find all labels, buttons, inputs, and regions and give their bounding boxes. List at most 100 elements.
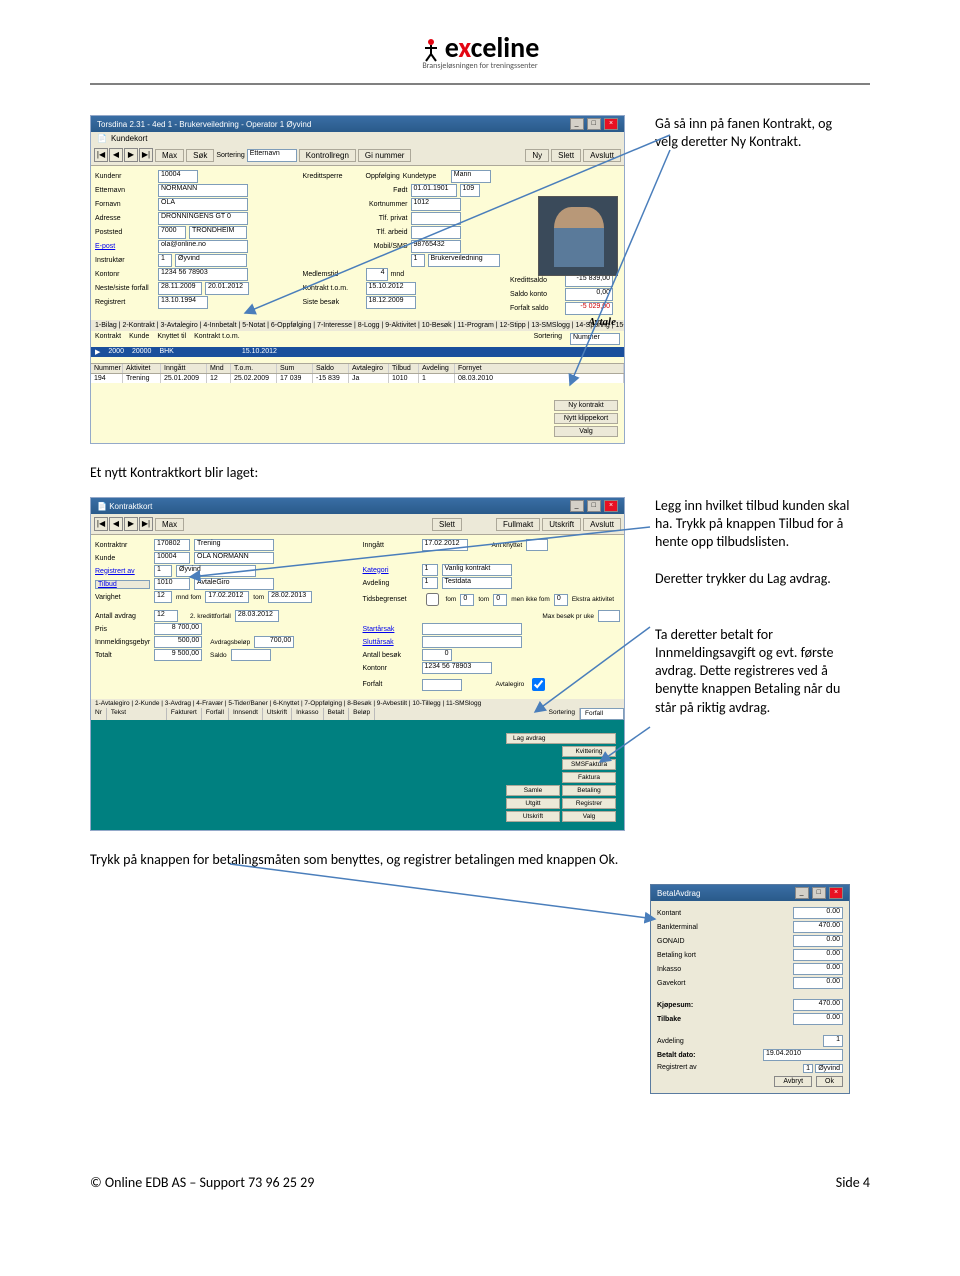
kategori-txt[interactable]: Vanlig kontrakt [442,564,512,576]
valg-button-2[interactable]: Valg [562,811,616,822]
slett-button-2[interactable]: Slett [432,518,462,531]
tabs-row[interactable]: 1-Bilag | 2-Kontrakt | 3-Avtalegiro | 4-… [91,320,624,331]
startarsak-lbl[interactable]: Startårsak [363,626,418,633]
max-button-2[interactable]: Max [155,518,184,531]
kontonr-field[interactable]: 1234 56 78903 [158,268,248,281]
betalingkort-field[interactable]: 0.00 [793,949,843,961]
maximize-icon[interactable]: □ [587,118,601,130]
neste2-field[interactable]: 20.01.2012 [205,282,249,295]
kvittering-button[interactable]: Kvittering [562,746,616,757]
kontant-field[interactable]: 0.00 [793,907,843,919]
poststed-nr-field[interactable]: 7000 [158,226,186,239]
betalt-dato-field[interactable]: 19.04.2010 [763,1049,843,1061]
sluttarsak-lbl[interactable]: Sluttårsak [363,639,418,646]
tom-field[interactable]: 28.02.2013 [268,591,312,603]
nav-first-icon[interactable]: |◀ [94,148,108,162]
epost-field[interactable]: ola@online.no [158,240,248,253]
betalingkort-lbl[interactable]: Betaling kort [657,952,696,959]
instruktor-nr[interactable]: 1 [158,254,172,267]
tom2-field[interactable]: 0 [493,594,507,606]
pris-field[interactable]: 8 700,00 [154,623,202,635]
fom2-field[interactable]: 0 [460,594,474,606]
epost-label[interactable]: E-post [95,243,155,250]
kategori-lbl[interactable]: Kategori [363,567,418,574]
avbryt-button[interactable]: Avbryt [774,1076,812,1087]
bankterminal-lbl[interactable]: Bankterminal [657,924,698,931]
k-sortering-field[interactable]: Forfall [580,708,624,720]
betaling-button[interactable]: Betaling [562,785,616,796]
reg-av-nr[interactable]: 1 [154,565,172,577]
tilbud-nr[interactable]: 1010 [154,578,190,590]
brukerveil-field[interactable]: Brukerveiledning [428,254,500,267]
gavekort-field[interactable]: 0.00 [793,977,843,989]
nav-next-icon[interactable]: ▶ [124,517,138,531]
reg-av-navn[interactable]: Øyvind [176,565,256,577]
nav-last-icon[interactable]: ▶| [139,517,153,531]
tilbud-button[interactable]: Tilbud [95,580,150,589]
utgitt-button[interactable]: Utgitt [506,798,560,809]
close-icon[interactable]: × [604,500,618,512]
kundenr-field[interactable]: 10004 [158,170,198,183]
inkasso-lbl[interactable]: Inkasso [657,966,681,973]
kontrollregn-button[interactable]: Kontrollregn [299,149,356,162]
avtalegiro-check[interactable] [532,678,545,691]
registrer-button[interactable]: Registrer [562,798,616,809]
avdeling-nr[interactable]: 1 [422,577,438,589]
innmeld-field[interactable]: 500,00 [154,636,202,648]
fom-field[interactable]: 17.02.2012 [205,591,249,603]
sortering-field[interactable]: Etternavn [247,149,297,162]
inkasso-field[interactable]: 0.00 [793,963,843,975]
avslutt-button[interactable]: Avslutt [583,149,621,162]
max-besok-field[interactable] [598,610,620,622]
dlg-regav-navn[interactable]: Øyvind [815,1064,843,1073]
tlfpriv-field[interactable] [411,212,461,225]
grid-row[interactable]: 194 Trening 25.01.2009 12 25.02.2009 17 … [91,374,624,383]
brukerveil-nr[interactable]: 1 [411,254,425,267]
selected-data-row[interactable]: ▶ 2000 20000 BHK 15.10.2012 [91,347,624,357]
samle-button[interactable]: Samle [506,785,560,796]
nav-first-icon[interactable]: |◀ [94,517,108,531]
lag-avdrag-button[interactable]: Lag avdrag [506,733,616,744]
nav-prev-icon[interactable]: ◀ [109,517,123,531]
instruktor-navn[interactable]: Øyvind [175,254,247,267]
kontraktnr-txt[interactable]: Trening [194,539,274,551]
kontonr2-field[interactable]: 1234 56 78903 [422,662,492,674]
antall-avdrag-field[interactable]: 12 [154,610,178,622]
nytt-klippekort-button[interactable]: Nytt klippekort [554,413,618,424]
close-icon[interactable]: × [829,887,843,899]
sok-button[interactable]: Søk [186,149,214,162]
kontant-lbl[interactable]: Kontant [657,910,681,917]
dlg-regav-nr[interactable]: 1 [803,1064,813,1073]
maximize-icon[interactable]: □ [812,887,826,899]
minimize-icon[interactable]: _ [795,887,809,899]
poststed-by-field[interactable]: TRONDHEIM [189,226,247,239]
minimize-icon[interactable]: _ [570,118,584,130]
fornavn-field[interactable]: OLA [158,198,248,211]
gonaid-field[interactable]: 0.00 [793,935,843,947]
ny-button[interactable]: Ny [525,149,549,162]
utskrift-button-2[interactable]: Utskrift [506,811,560,822]
kundetype-field[interactable]: Mann [451,170,491,183]
smsfaktura-button[interactable]: SMSFaktura [562,759,616,770]
varighet-mnd[interactable]: 12 [154,591,172,603]
adresse-field[interactable]: DRONNINGENS GT 0 [158,212,248,225]
gonaid-lbl[interactable]: GONAID [657,938,685,945]
gavekort-lbl[interactable]: Gavekort [657,980,685,987]
avdragsbelop-field[interactable]: 700,00 [254,636,294,648]
inngatt-field[interactable]: 17.02.2012 [422,539,468,551]
k-tabs[interactable]: 1-Avtalegiro | 2-Kunde | 3-Avdrag | 4-Fr… [91,699,624,708]
minimize-icon[interactable]: _ [570,500,584,512]
nav-prev-icon[interactable]: ◀ [109,148,123,162]
slett-button[interactable]: Slett [551,149,581,162]
utskrift-button[interactable]: Utskrift [542,518,581,531]
reg-av-lbl[interactable]: Registrert av [95,568,150,575]
tidsbegrenset-check[interactable] [426,593,439,606]
startarsak-field[interactable] [422,623,522,635]
registrert-field[interactable]: 13.10.1994 [158,296,208,309]
bankterminal-field[interactable]: 470.00 [793,921,843,933]
close-icon[interactable]: × [604,118,618,130]
tilbud-txt[interactable]: AvtaleGiro [194,578,274,590]
sub-sortering-field[interactable]: Nummer [570,333,620,345]
kontraktnr-field[interactable]: 170802 [154,539,190,551]
valg-button[interactable]: Valg [554,426,618,437]
